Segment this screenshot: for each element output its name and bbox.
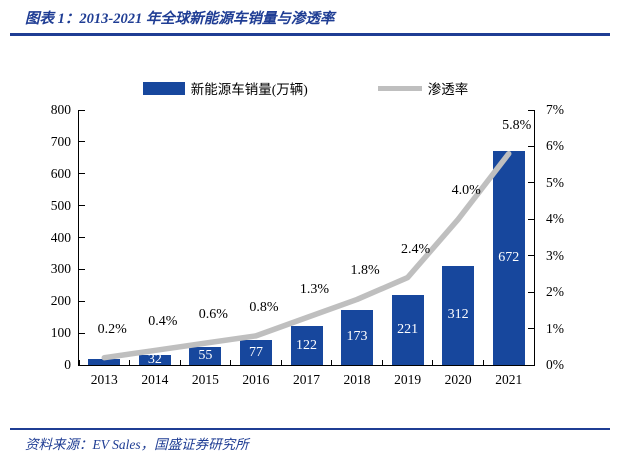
bar-2020: 312 [442,265,475,365]
x-axis-tick [482,360,484,365]
right-axis-tick-label: 3% [546,247,564,263]
plot-area: 0 100 200 300 400 500 600 700 800 0% 1% 2% 3% 4% 5% 6% 7… [51,102,564,387]
penetration-label: 5.8% [502,117,532,133]
legend-label-penetration: 渗透率 [427,82,469,97]
right-axis-tick [528,218,534,220]
bar-value-label: 672 [498,249,520,265]
x-axis-tick [432,360,434,365]
penetration-line [101,150,512,361]
x-axis-tick [179,360,181,365]
penetration-label: 1.3% [299,281,330,297]
chart-legend: 新能源车销量(万辆) 渗透率 [78,78,533,98]
bar-value-label: 173 [346,329,368,345]
x-axis-tick [331,360,333,365]
right-axis-tick-label: 6% [546,138,564,154]
x-axis-tick [129,360,131,365]
x-axis-tick [533,360,535,365]
bar-2013 [88,358,121,365]
penetration-label: 2.4% [401,241,431,257]
x-axis-tick [230,360,232,365]
legend-label-sales: 新能源车销量(万辆) [190,82,308,97]
left-axis-tick [79,237,85,238]
penetration-label: 0.6% [198,307,228,323]
left-axis-tick-label: 300 [50,261,71,277]
penetration-label: 0.8% [249,299,279,315]
left-axis-tick [79,364,85,366]
right-axis-tick-label: 4% [546,211,564,227]
right-axis-tick [528,255,534,257]
x-axis-tick [381,360,383,365]
bar-2016: 77 [239,340,272,365]
right-axis-tick-label: 2% [546,284,564,300]
right-axis-tick-label: 1% [546,320,564,336]
x-axis-category-label: 2020 [444,372,472,387]
legend-item-penetration: 渗透率 [377,78,469,98]
bar-value-label: 55 [198,348,213,364]
penetration-label: 1.8% [350,263,380,279]
bar-2021: 672 [492,150,525,365]
right-axis-tick [528,145,534,147]
left-axis-tick [79,332,85,334]
right-axis-tick [528,109,534,111]
bar-2015: 55 [189,347,222,365]
x-axis-category-label: 2019 [394,372,422,387]
right-axis-tick [528,291,534,293]
x-axis-category-label: 2018 [343,372,371,387]
left-axis-tick [79,268,85,270]
penetration-label: 0.2% [97,321,127,337]
left-axis-tick [79,141,85,143]
left-axis-tick-label: 0 [64,357,71,372]
x-axis-category-label: 2017 [292,372,320,387]
left-axis-tick-label: 800 [50,102,71,117]
bar-series-swatch [142,81,185,95]
bar-value-label: 122 [296,337,317,353]
right-axis-tick [528,182,534,184]
left-axis-tick-label: 600 [50,165,71,181]
source-note: 资料来源：EV Sales，国盛证券研究所 [25,437,249,452]
bar-2019: 221 [391,294,424,365]
footer-divider [10,428,610,430]
left-axis-tick [79,109,85,111]
left-axis-tick-label: 400 [50,229,71,245]
left-axis-tick [79,300,85,302]
x-axis-tick [280,360,282,365]
left-axis-tick-label: 100 [50,325,71,341]
x-axis-category-label: 2016 [242,372,270,387]
bar-2018: 173 [341,309,374,365]
penetration-label: 4.0% [451,183,481,199]
right-axis-tick-label: 7% [546,102,564,117]
bar-value-label: 221 [397,321,419,337]
left-axis-tick [79,173,85,175]
right-axis-tick [528,328,534,330]
right-axis-tick-label: 5% [546,174,564,190]
bar-2014: 32 [138,351,171,367]
x-axis-category-label: 2021 [495,372,523,387]
legend-item-sales: 新能源车销量(万辆) [142,78,308,98]
left-axis-tick [79,205,85,207]
bar-value-label: 32 [147,351,162,367]
x-axis-category-label: 2014 [141,372,169,387]
left-axis-tick-label: 200 [50,293,71,309]
x-axis-tick [78,360,80,365]
x-axis-category-label: 2013 [90,372,118,387]
right-axis-tick [528,364,534,366]
bar-value-label: 312 [447,307,469,323]
title-divider [10,33,610,36]
line-series-swatch [377,85,422,91]
bar-value-label: 77 [248,344,263,360]
right-axis-tick-label: 0% [546,357,564,372]
left-axis-tick-label: 500 [50,197,71,213]
penetration-label: 0.4% [148,314,178,330]
left-axis-tick-label: 700 [50,133,71,149]
bar-2017: 122 [290,326,323,365]
x-axis-category-label: 2015 [191,372,219,387]
figure-title: 图表 1：2013-2021 年全球新能源车销量与渗透率 [25,11,335,27]
